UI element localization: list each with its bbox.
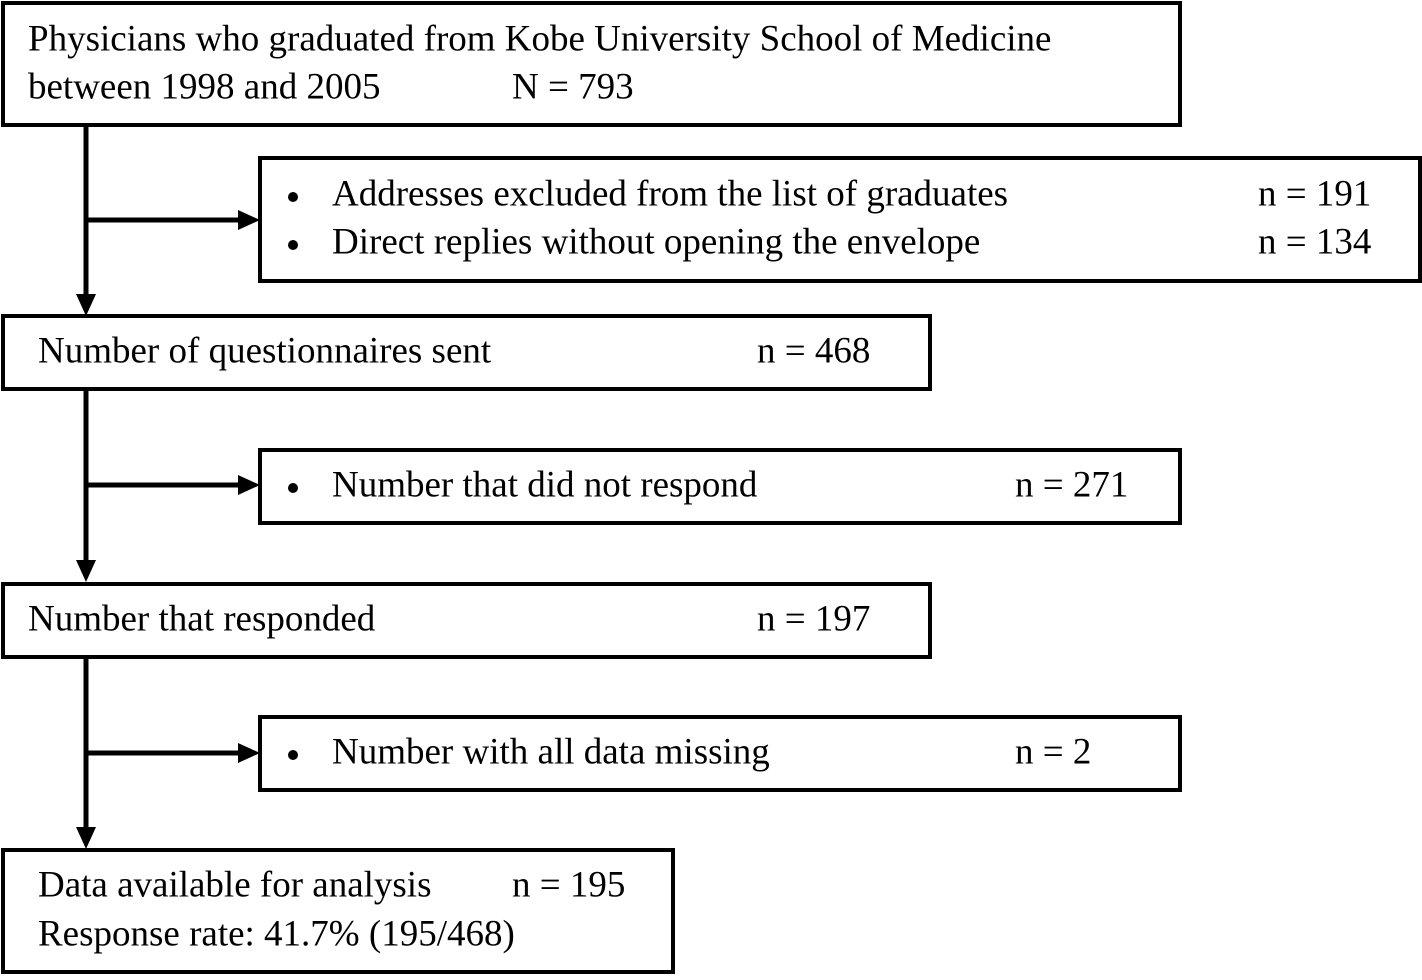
arrowhead — [238, 210, 260, 230]
bullet — [288, 192, 298, 202]
box-text: Data available for analysis — [38, 864, 431, 905]
bullet — [288, 483, 298, 493]
box — [258, 715, 1182, 792]
box-text: Physicians who graduated from Kobe Unive… — [28, 18, 1051, 59]
bullet — [288, 750, 298, 760]
arrowhead — [76, 294, 96, 316]
count: n = 134 — [1258, 221, 1371, 262]
count: n = 271 — [1015, 464, 1128, 505]
count: n = 197 — [757, 598, 870, 639]
box — [258, 156, 1422, 283]
arrowhead — [238, 475, 260, 495]
box-text: Number that responded — [28, 598, 376, 639]
box — [1, 582, 932, 659]
count: n = 191 — [1258, 173, 1371, 214]
count: n = 195 — [512, 864, 625, 905]
count: n = 468 — [757, 330, 870, 371]
box — [1, 1, 1182, 127]
box-text: Number of questionnaires sent — [38, 330, 492, 371]
item-text: Direct replies without opening the envel… — [332, 221, 980, 262]
box-text: Response rate: 41.7% (195/468) — [38, 913, 515, 954]
box — [1, 848, 675, 974]
item-text: Number that did not respond — [332, 464, 758, 505]
item-text: Addresses excluded from the list of grad… — [332, 173, 1008, 214]
box-text: between 1998 and 2005 — [28, 66, 380, 107]
bullet — [288, 240, 298, 250]
box — [1, 314, 932, 391]
count: n = 2 — [1015, 731, 1091, 772]
connectors — [76, 125, 260, 849]
count: N = 793 — [512, 66, 634, 107]
arrowhead — [76, 560, 96, 582]
box — [258, 448, 1182, 525]
arrowhead — [76, 827, 96, 849]
item-text: Number with all data missing — [332, 731, 770, 772]
arrowhead — [238, 743, 260, 763]
